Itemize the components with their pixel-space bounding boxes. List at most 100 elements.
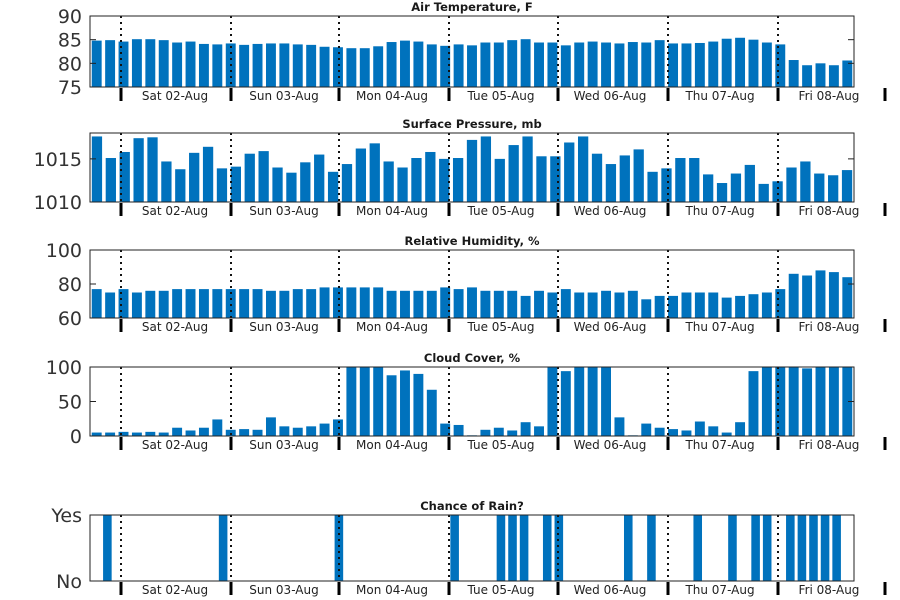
bar bbox=[775, 44, 786, 87]
x-tick-label: Fri 08-Aug bbox=[799, 438, 860, 452]
bar bbox=[198, 43, 209, 87]
bar bbox=[522, 136, 533, 202]
bar bbox=[292, 289, 303, 318]
chart-panel-3: Relative Humidity, % 60 80 100 Sat 02-Aug Sun… bbox=[46, 234, 887, 334]
bar bbox=[202, 146, 214, 202]
chart-panel-2: Surface Pressure, mb 1010 1015 Sat 02-Aug Su… bbox=[34, 117, 887, 218]
bar bbox=[534, 290, 544, 318]
bar bbox=[450, 515, 459, 581]
bar bbox=[185, 41, 196, 87]
bar bbox=[614, 43, 625, 87]
bar bbox=[355, 148, 367, 202]
bar bbox=[359, 287, 370, 318]
bar bbox=[161, 161, 172, 202]
bar bbox=[788, 60, 799, 87]
bar bbox=[661, 168, 672, 202]
bar bbox=[828, 65, 839, 87]
bar bbox=[694, 292, 705, 318]
bar bbox=[748, 294, 759, 318]
bar bbox=[708, 426, 719, 436]
bar bbox=[842, 60, 853, 87]
bar bbox=[574, 367, 585, 436]
x-tick-label: Fri 08-Aug bbox=[799, 320, 860, 334]
x-tick-label: Wed 06-Aug bbox=[574, 438, 647, 452]
bar bbox=[319, 287, 330, 318]
bar bbox=[507, 290, 518, 318]
bar bbox=[467, 287, 477, 318]
bar bbox=[185, 430, 196, 436]
bar bbox=[775, 367, 786, 436]
bar bbox=[735, 422, 746, 436]
bar bbox=[212, 44, 223, 87]
bar bbox=[413, 41, 424, 87]
bar bbox=[842, 367, 853, 436]
bar bbox=[306, 426, 317, 436]
bar bbox=[560, 45, 571, 87]
bar bbox=[758, 183, 769, 202]
bar bbox=[708, 41, 719, 87]
bar bbox=[761, 42, 772, 87]
x-tick-label: Sat 02-Aug bbox=[142, 583, 208, 597]
bar bbox=[480, 429, 491, 436]
bar bbox=[681, 430, 692, 436]
bar bbox=[118, 431, 129, 436]
bar bbox=[426, 389, 437, 436]
bar bbox=[772, 181, 783, 202]
bar bbox=[225, 429, 236, 436]
bar bbox=[735, 295, 746, 318]
bar bbox=[802, 65, 813, 87]
x-tick-label: Sun 03-Aug bbox=[249, 89, 318, 103]
bar bbox=[333, 419, 343, 436]
bar bbox=[467, 45, 477, 87]
bar bbox=[647, 515, 656, 581]
bar bbox=[815, 270, 826, 318]
bar bbox=[105, 432, 116, 436]
bar bbox=[131, 292, 142, 318]
bar bbox=[493, 42, 504, 87]
bar bbox=[91, 289, 102, 318]
bar bbox=[453, 289, 464, 318]
bar bbox=[426, 44, 437, 87]
bar bbox=[507, 40, 518, 87]
bar bbox=[716, 183, 728, 202]
bar bbox=[346, 367, 357, 436]
bar bbox=[198, 427, 209, 436]
bar bbox=[693, 515, 703, 581]
bar bbox=[744, 164, 755, 202]
bar bbox=[735, 37, 746, 87]
bar bbox=[814, 173, 825, 202]
bar bbox=[675, 158, 686, 202]
bar bbox=[788, 367, 799, 436]
x-tick-label: Thu 07-Aug bbox=[684, 204, 754, 218]
bar bbox=[494, 158, 505, 203]
bar bbox=[105, 292, 116, 318]
bar bbox=[397, 167, 408, 202]
bar bbox=[689, 158, 700, 202]
x-tick-label: Thu 07-Aug bbox=[684, 583, 754, 597]
bar bbox=[413, 373, 424, 436]
bar bbox=[292, 44, 303, 87]
bar bbox=[333, 287, 343, 318]
bar bbox=[480, 42, 491, 87]
bar bbox=[244, 153, 255, 202]
bar bbox=[359, 48, 370, 87]
x-tick-label: Mon 04-Aug bbox=[356, 438, 428, 452]
bar bbox=[386, 290, 397, 318]
bar bbox=[775, 289, 786, 318]
bar bbox=[761, 367, 772, 436]
bar bbox=[373, 287, 384, 318]
bar bbox=[198, 289, 209, 318]
bar bbox=[147, 137, 158, 202]
bar bbox=[306, 44, 317, 87]
bar bbox=[564, 142, 575, 202]
bar bbox=[400, 370, 410, 436]
bar bbox=[103, 515, 112, 581]
bar bbox=[574, 292, 585, 318]
bar bbox=[748, 371, 759, 436]
bar bbox=[591, 153, 603, 202]
y-tick-label: 1010 bbox=[34, 192, 82, 214]
panel-title: Cloud Cover, % bbox=[424, 351, 521, 365]
bar bbox=[105, 40, 116, 87]
bar bbox=[493, 290, 504, 318]
